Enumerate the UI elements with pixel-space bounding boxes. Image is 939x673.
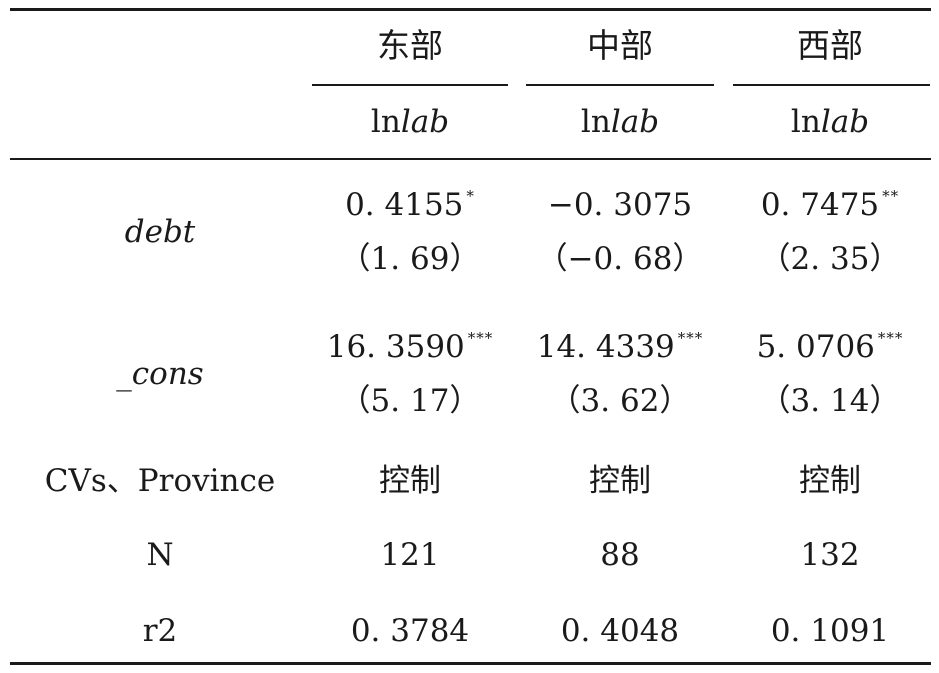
column-header-east: 东部 xyxy=(377,26,443,65)
n-west: 132 xyxy=(800,537,860,573)
tstat-cons-west: （3. 14） xyxy=(759,383,901,419)
coef-debt-central: −0. 3075 xyxy=(547,187,693,223)
n-central: 88 xyxy=(600,537,640,573)
coef-cons-central: 14. 4339 *** xyxy=(536,329,704,365)
row-label-cons: _cons xyxy=(116,356,204,392)
controls-central: 控制 xyxy=(589,463,651,499)
significance-stars: *** xyxy=(467,329,494,347)
column-header-west: 西部 xyxy=(797,26,863,65)
row-label-n: N xyxy=(146,537,174,573)
dependent-variable-east: lnlab xyxy=(370,104,450,140)
significance-stars: *** xyxy=(877,329,904,347)
significance-stars: *** xyxy=(677,329,704,347)
tstat-debt-central: （−0. 68） xyxy=(536,241,704,277)
r2-east: 0. 3784 xyxy=(350,613,470,649)
tstat-cons-east: （5. 17） xyxy=(339,383,481,419)
coef-cons-west: 5. 0706 *** xyxy=(756,329,904,365)
coef-cons-east: 16. 3590 *** xyxy=(326,329,494,365)
coef-debt-east: 0. 4155 * xyxy=(345,187,475,223)
bottom-rule xyxy=(10,662,931,665)
row-label-r2: r2 xyxy=(142,613,178,649)
controls-east: 控制 xyxy=(379,463,441,499)
dependent-variable-west: lnlab xyxy=(790,104,870,140)
header-underline-east xyxy=(312,84,508,86)
row-label-debt: debt xyxy=(124,214,196,250)
significance-stars: ** xyxy=(882,187,900,205)
r2-west: 0. 1091 xyxy=(770,613,890,649)
coef-debt-west: 0. 7475 ** xyxy=(760,187,900,223)
row-label-controls: CVs、Province xyxy=(44,463,276,499)
tstat-cons-central: （3. 62） xyxy=(549,383,691,419)
r2-central: 0. 4048 xyxy=(560,613,680,649)
significance-stars: * xyxy=(466,187,475,205)
dependent-variable-central: lnlab xyxy=(580,104,660,140)
header-underline-west xyxy=(733,84,930,86)
tstat-debt-east: （1. 69） xyxy=(339,241,481,277)
n-east: 121 xyxy=(380,537,440,573)
top-rule xyxy=(10,8,931,11)
tstat-debt-west: （2. 35） xyxy=(759,241,901,277)
header-underline-central xyxy=(526,84,714,86)
column-header-central: 中部 xyxy=(587,26,653,65)
controls-west: 控制 xyxy=(799,463,861,499)
header-rule xyxy=(10,158,931,160)
